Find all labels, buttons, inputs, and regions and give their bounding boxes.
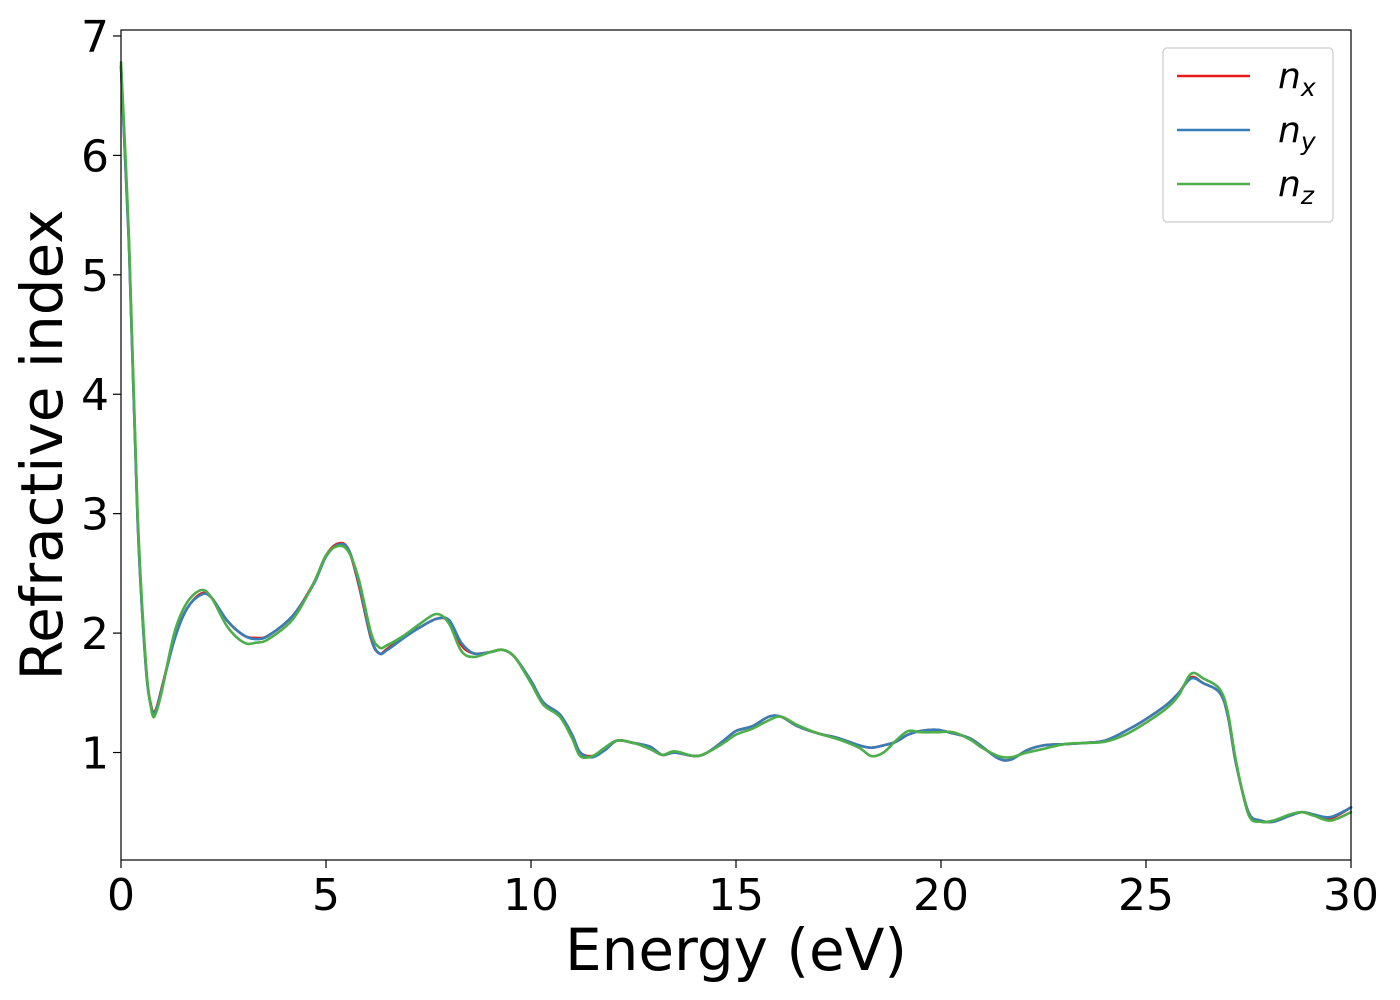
x-tick-label: 10 (503, 870, 559, 921)
x-tick-label: 5 (312, 870, 340, 921)
y-tick-label: 5 (81, 251, 109, 302)
series-layer (119, 60, 1353, 824)
series-line-z (119, 60, 1353, 824)
x-axis-ticks: 0 5 10 15 20 25 30 (107, 860, 1379, 921)
y-tick-label: 4 (81, 370, 109, 421)
x-tick-label: 0 (107, 870, 135, 921)
legend-label-x: nx (1278, 56, 1316, 102)
x-tick-label: 30 (1323, 870, 1379, 921)
y-axis-label: Refractive index (8, 209, 76, 680)
legend-label-z: nz (1278, 164, 1315, 210)
y-tick-label: 6 (81, 131, 109, 182)
legend-box (1162, 47, 1334, 223)
x-tick-label: 20 (913, 870, 969, 921)
legend-label-y: ny (1278, 110, 1317, 156)
y-axis-ticks: 1 2 3 4 5 6 7 (81, 12, 121, 780)
y-tick-label: 2 (81, 609, 109, 660)
legend-entries: nx ny nz (1177, 56, 1317, 210)
y-tick-label: 1 (81, 729, 109, 780)
x-tick-label: 25 (1118, 870, 1174, 921)
legend: nx ny nz (1162, 47, 1334, 223)
x-axis-label: Energy (eV) (565, 916, 907, 984)
x-tick-label: 15 (708, 870, 764, 921)
y-tick-label: 3 (81, 490, 109, 541)
y-tick-label: 7 (81, 12, 109, 63)
